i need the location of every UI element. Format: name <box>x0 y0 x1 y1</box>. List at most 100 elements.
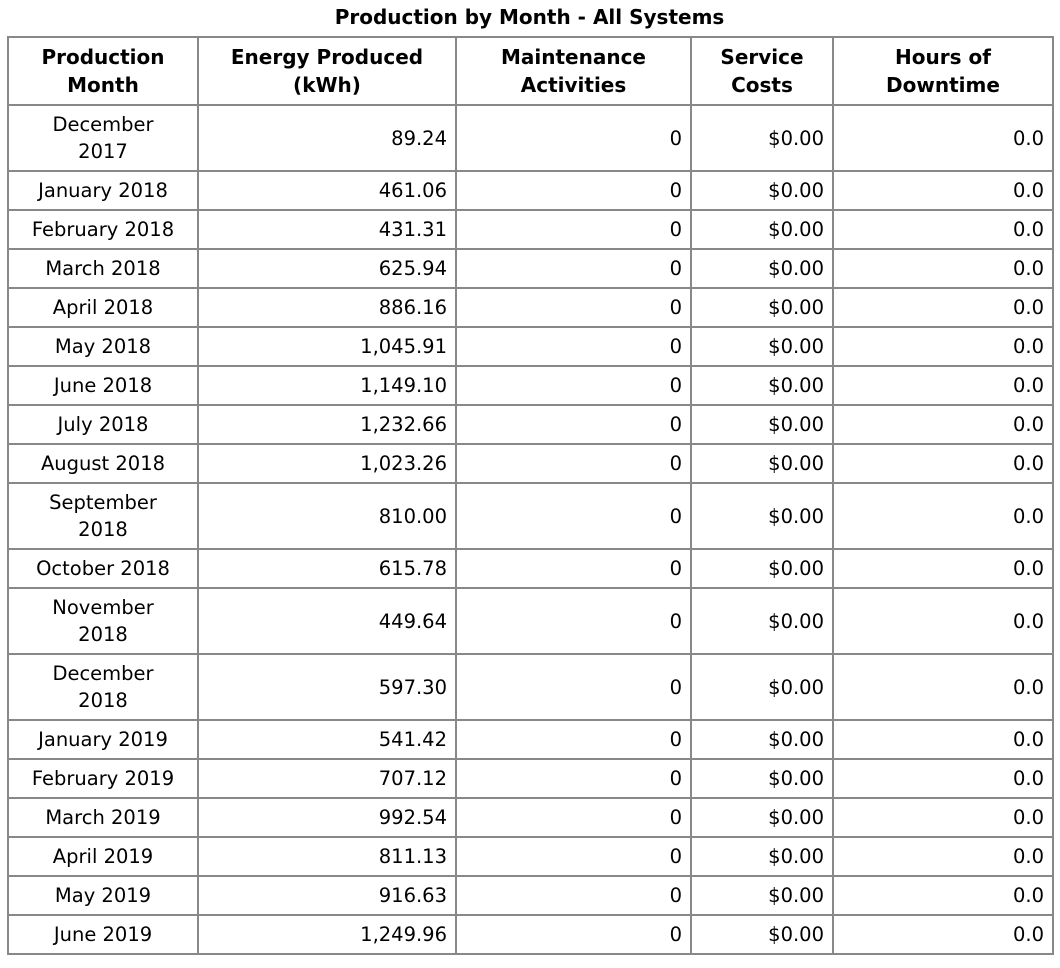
cell-month: October 2018 <box>7 548 199 589</box>
cell-energy: 811.13 <box>197 836 457 877</box>
table-row: May 2018 1,045.91 0 $0.00 0.0 <box>7 326 1054 367</box>
cell-service: $0.00 <box>690 248 834 289</box>
header-energy-produced: Energy Produced (kWh) <box>197 36 457 106</box>
cell-energy: 810.00 <box>197 482 457 550</box>
cell-downtime: 0.0 <box>832 209 1054 250</box>
cell-maintenance: 0 <box>455 914 692 955</box>
cell-maintenance: 0 <box>455 365 692 406</box>
cell-energy: 89.24 <box>197 104 457 172</box>
cell-downtime: 0.0 <box>832 287 1054 328</box>
cell-month: April 2019 <box>7 836 199 877</box>
table-row: June 2018 1,149.10 0 $0.00 0.0 <box>7 365 1054 406</box>
cell-maintenance: 0 <box>455 587 692 655</box>
cell-energy: 1,045.91 <box>197 326 457 367</box>
cell-service: $0.00 <box>690 287 834 328</box>
cell-month: June 2018 <box>7 365 199 406</box>
production-table: Production Month Energy Produced (kWh) M… <box>7 36 1054 955</box>
cell-energy: 1,232.66 <box>197 404 457 445</box>
cell-maintenance: 0 <box>455 443 692 484</box>
table-row: April 2019 811.13 0 $0.00 0.0 <box>7 836 1054 877</box>
cell-downtime: 0.0 <box>832 404 1054 445</box>
cell-month: December 2018 <box>7 653 199 721</box>
cell-maintenance: 0 <box>455 287 692 328</box>
cell-service: $0.00 <box>690 797 834 838</box>
cell-service: $0.00 <box>690 653 834 721</box>
table-row: February 2018 431.31 0 $0.00 0.0 <box>7 209 1054 250</box>
cell-maintenance: 0 <box>455 209 692 250</box>
table-row: July 2018 1,232.66 0 $0.00 0.0 <box>7 404 1054 445</box>
table-row: January 2019 541.42 0 $0.00 0.0 <box>7 719 1054 760</box>
table-row: April 2018 886.16 0 $0.00 0.0 <box>7 287 1054 328</box>
table-row: February 2019 707.12 0 $0.00 0.0 <box>7 758 1054 799</box>
table-row: October 2018 615.78 0 $0.00 0.0 <box>7 548 1054 589</box>
cell-maintenance: 0 <box>455 248 692 289</box>
cell-downtime: 0.0 <box>832 875 1054 916</box>
cell-service: $0.00 <box>690 104 834 172</box>
table-row: January 2018 461.06 0 $0.00 0.0 <box>7 170 1054 211</box>
header-hours-of-downtime: Hours of Downtime <box>832 36 1054 106</box>
header-service-costs: Service Costs <box>690 36 834 106</box>
page-title: Production by Month - All Systems <box>334 5 725 29</box>
cell-service: $0.00 <box>690 482 834 550</box>
cell-downtime: 0.0 <box>832 326 1054 367</box>
cell-month: January 2019 <box>7 719 199 760</box>
cell-service: $0.00 <box>690 548 834 589</box>
cell-month: February 2018 <box>7 209 199 250</box>
cell-service: $0.00 <box>690 404 834 445</box>
cell-maintenance: 0 <box>455 548 692 589</box>
cell-service: $0.00 <box>690 587 834 655</box>
cell-month: June 2019 <box>7 914 199 955</box>
cell-energy: 916.63 <box>197 875 457 916</box>
cell-maintenance: 0 <box>455 719 692 760</box>
cell-month: March 2018 <box>7 248 199 289</box>
cell-downtime: 0.0 <box>832 248 1054 289</box>
cell-maintenance: 0 <box>455 836 692 877</box>
cell-energy: 449.64 <box>197 587 457 655</box>
cell-maintenance: 0 <box>455 326 692 367</box>
table-body: December 2017 89.24 0 $0.00 0.0 January 2018 4… <box>7 104 1054 955</box>
cell-service: $0.00 <box>690 914 834 955</box>
table-row: December 2018 597.30 0 $0.00 0.0 <box>7 653 1054 721</box>
cell-month: May 2018 <box>7 326 199 367</box>
cell-service: $0.00 <box>690 365 834 406</box>
cell-downtime: 0.0 <box>832 836 1054 877</box>
cell-service: $0.00 <box>690 719 834 760</box>
cell-service: $0.00 <box>690 875 834 916</box>
cell-downtime: 0.0 <box>832 653 1054 721</box>
cell-service: $0.00 <box>690 443 834 484</box>
cell-energy: 886.16 <box>197 287 457 328</box>
cell-maintenance: 0 <box>455 875 692 916</box>
cell-service: $0.00 <box>690 326 834 367</box>
cell-downtime: 0.0 <box>832 482 1054 550</box>
cell-energy: 431.31 <box>197 209 457 250</box>
cell-month: August 2018 <box>7 443 199 484</box>
cell-maintenance: 0 <box>455 482 692 550</box>
cell-maintenance: 0 <box>455 404 692 445</box>
cell-downtime: 0.0 <box>832 587 1054 655</box>
cell-energy: 1,023.26 <box>197 443 457 484</box>
cell-downtime: 0.0 <box>832 719 1054 760</box>
table-row: November 2018 449.64 0 $0.00 0.0 <box>7 587 1054 655</box>
table-header: Production Month Energy Produced (kWh) M… <box>7 36 1054 106</box>
cell-month: July 2018 <box>7 404 199 445</box>
cell-month: September 2018 <box>7 482 199 550</box>
cell-downtime: 0.0 <box>832 365 1054 406</box>
cell-energy: 1,149.10 <box>197 365 457 406</box>
cell-month: November 2018 <box>7 587 199 655</box>
cell-service: $0.00 <box>690 170 834 211</box>
cell-month: December 2017 <box>7 104 199 172</box>
cell-maintenance: 0 <box>455 170 692 211</box>
cell-downtime: 0.0 <box>832 170 1054 211</box>
cell-maintenance: 0 <box>455 797 692 838</box>
header-maintenance-activities: Maintenance Activities <box>455 36 692 106</box>
cell-energy: 625.94 <box>197 248 457 289</box>
table-row: September 2018 810.00 0 $0.00 0.0 <box>7 482 1054 550</box>
header-production-month: Production Month <box>7 36 199 106</box>
cell-energy: 615.78 <box>197 548 457 589</box>
table-row: March 2018 625.94 0 $0.00 0.0 <box>7 248 1054 289</box>
cell-service: $0.00 <box>690 836 834 877</box>
cell-energy: 597.30 <box>197 653 457 721</box>
cell-energy: 992.54 <box>197 797 457 838</box>
cell-maintenance: 0 <box>455 758 692 799</box>
